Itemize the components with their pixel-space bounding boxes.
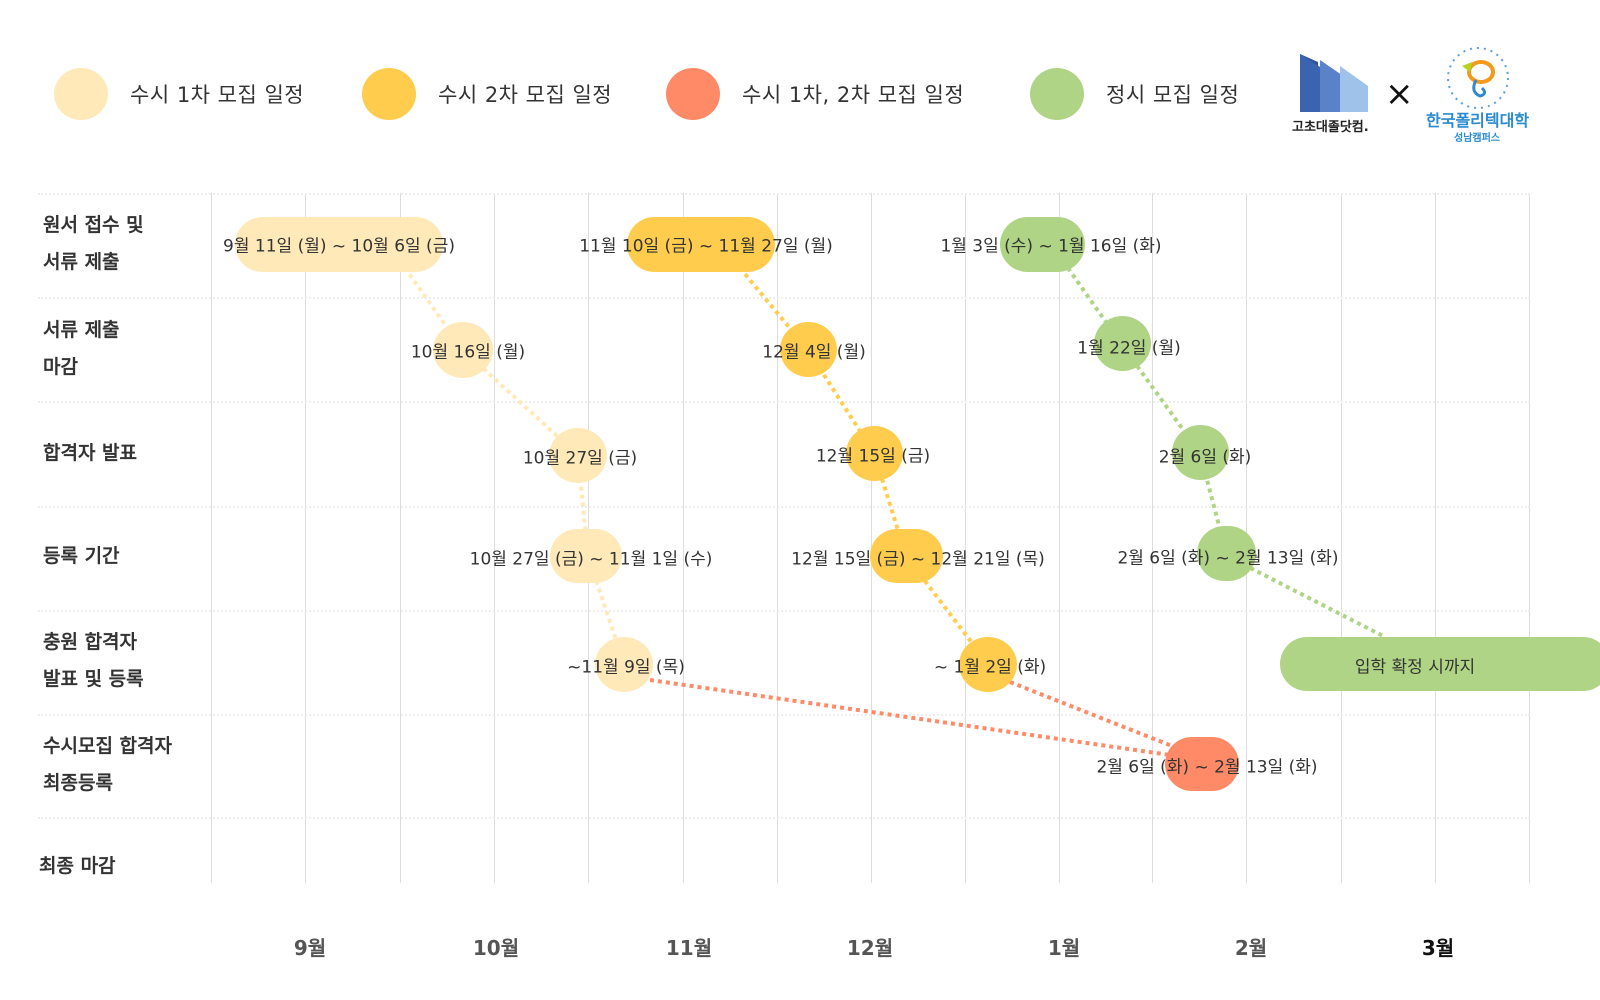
month-label: 10월 [472,936,520,960]
early-final-connector [1009,680,1173,748]
regular-deadline-date: 1월 22일 (월) [1077,338,1181,359]
grid-vertical-line [683,193,684,883]
early-final-register-date: 2월 6일 (화) ~ 2월 13일 (화) [1096,757,1318,778]
early2-application-date: 11월 10일 (금) ~ 11월 27일 (월) [579,236,833,257]
early2-additional-date: ~ 1월 2일 (화) [933,657,1047,678]
row-label-line: 원서 접수 및 [43,214,144,236]
row-label-final-deadline: 최종 마감 [39,848,116,885]
early2-additional-dot [959,637,1017,692]
early2-register-date: 12월 15일 (금) ~ 12월 21일 (목) [791,549,1045,570]
row-label-line: 수시모집 합격자 [43,735,172,757]
early1-additional-dot [595,637,653,692]
legend-swatch [666,68,720,120]
regular-announce-dot [1172,425,1229,480]
polytech-logo-subtitle: 성남캠퍼스 [1454,133,1500,144]
grid-row-divider [38,297,1530,299]
regular-register-pill [1197,526,1256,581]
grid-row-divider [38,193,1530,195]
row-label-line: 합격자 발표 [43,442,138,464]
grid-vertical-line [1341,193,1342,883]
early1-register-date: 10월 27일 (금) ~ 11월 1일 (수) [469,549,713,570]
row-label-line: 마감 [43,356,78,378]
regular-deadline-dot [1094,316,1151,371]
polytech-logo-title: 한국폴리텍대학 [1426,111,1530,130]
grid-row-divider [38,610,1530,612]
month-label: 1월 [1047,936,1081,960]
grid-vertical-line [494,193,495,883]
early1-application-date: 9월 11일 (월) ~ 10월 6일 (금) [223,236,455,257]
regular-announce-date: 2월 6일 (화) [1158,447,1252,468]
month-label: 3월 [1421,936,1455,960]
early2-deadline-dot [780,322,837,377]
grid-row-divider [38,817,1530,819]
early2-application-pill [627,217,775,272]
month-label: 12월 [846,936,894,960]
row-label-line: 최종 마감 [39,855,116,877]
row-label-registration: 등록 기간 [43,538,120,575]
grid-vertical-line [871,193,872,883]
grid-vertical-line [1435,193,1436,883]
early1-deadline-dot [433,322,493,378]
row-label-line: 최종등록 [43,772,113,794]
early1-register-pill [550,529,622,583]
regular-additional-date: 입학 확정 시까지 [1354,657,1476,678]
grid-vertical-line [1152,193,1153,883]
legend-regular: 정시 모집 일정 [1030,68,1239,120]
month-label: 2월 [1234,936,1268,960]
grid-vertical-line [211,193,212,883]
grid-vertical-line [1529,193,1530,883]
regular-application-date: 1월 3일 (수) ~ 1월 16일 (화) [940,236,1162,257]
grid-vertical-line [777,193,778,883]
grid-vertical-line [1059,193,1060,883]
row-label-line: 발표 및 등록 [43,668,144,690]
early2-announce-dot [846,426,903,481]
early2-deadline-date: 12월 4일 (월) [762,342,866,363]
legend-swatch [1030,68,1084,120]
legend-label: 수시 1차 모집 일정 [130,83,305,107]
legend-swatch [362,68,416,120]
regular-register-date: 2월 6일 (화) ~ 2월 13일 (화) [1117,548,1339,569]
gochodaejol-logo-text: 고초대졸닷컴. [1292,120,1369,135]
grid-vertical-line [400,193,401,883]
legend-early1: 수시 1차 모집 일정 [54,68,304,120]
row-label-line: 서류 제출 [43,251,120,273]
grid-vertical-line [305,193,306,883]
legend-label: 수시 1차, 2차 모집 일정 [742,83,965,107]
month-label: 11월 [665,936,713,960]
early1-additional-date: ~11월 9일 (목) [567,657,685,678]
early2-announce-date: 12월 15일 (금) [815,446,931,467]
row-label-line: 등록 기간 [43,545,120,567]
early-final-connector [649,678,1171,757]
row-label-announcement: 합격자 발표 [43,435,137,472]
early1-announce-date: 10월 27일 (금) [522,448,638,469]
grid-row-divider [38,506,1530,508]
legend-early-both: 수시 1차, 2차 모집 일정 [666,68,964,120]
legend-swatch [54,68,108,120]
grid-row-divider [38,714,1530,716]
early1-deadline-date: 10월 16일 (월) [410,342,526,363]
early2-register-pill [870,529,943,583]
row-label-line: 서류 제출 [43,319,120,341]
row-label-line: 충원 합격자 [43,631,138,653]
regular-additional-pill [1280,637,1600,691]
early1-application-pill [235,217,443,272]
legend-label: 수시 2차 모집 일정 [438,83,613,107]
regular-application-pill [1000,217,1085,272]
grid-row-divider [38,401,1530,403]
collaboration-x-icon: × [1385,74,1414,114]
month-label: 9월 [293,936,327,960]
early-final-register-pill [1165,737,1239,791]
legend-label: 정시 모집 일정 [1106,83,1240,107]
legend-early2: 수시 2차 모집 일정 [362,68,612,120]
grid-vertical-line [965,193,966,883]
early1-announce-dot [549,428,607,483]
